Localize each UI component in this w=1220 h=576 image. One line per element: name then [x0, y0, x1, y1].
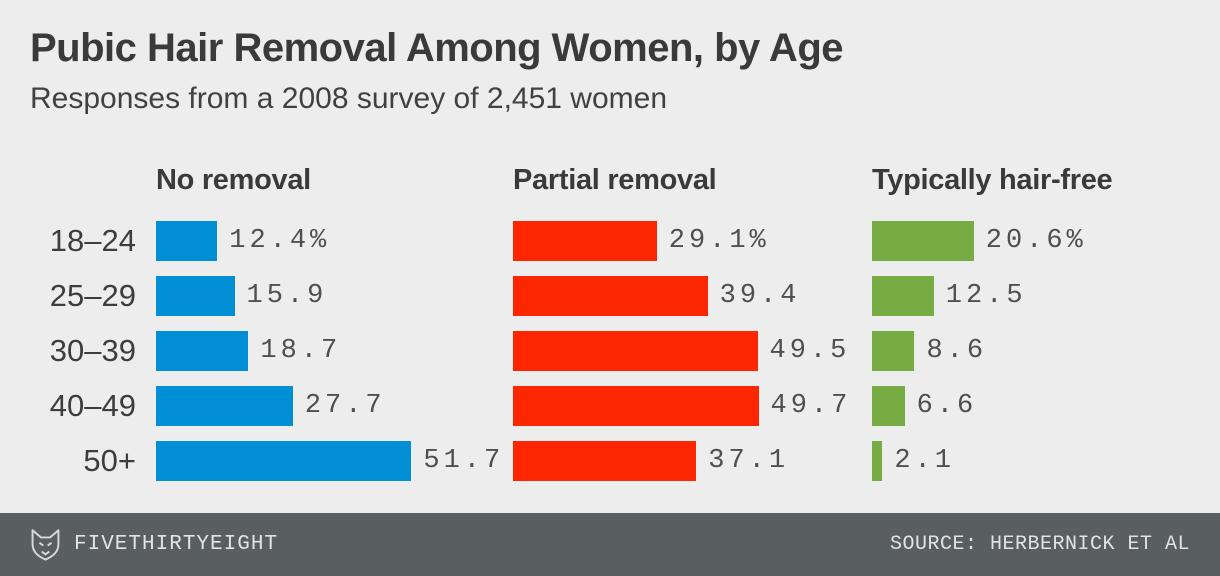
- bar-chart: No removal Partial removal Typically hai…: [30, 164, 1220, 481]
- bar-cell: 18.7: [156, 331, 513, 371]
- bar-value-label: 51.7: [423, 446, 505, 476]
- bar-value-label: 8.6: [926, 336, 988, 366]
- column-header-row: No removal Partial removal Typically hai…: [30, 164, 1220, 197]
- bar: [513, 331, 758, 371]
- bar-value-label: 6.6: [916, 391, 978, 421]
- age-label: 40–49: [49, 388, 136, 423]
- age-label: 50+: [83, 443, 136, 478]
- bar-value-label: 49.7: [770, 391, 852, 421]
- bar: [513, 221, 657, 261]
- bar: [156, 276, 235, 316]
- brand-name: FIVETHIRTYEIGHT: [74, 533, 279, 556]
- page-title: Pubic Hair Removal Among Women, by Age: [30, 26, 844, 70]
- bar: [156, 221, 218, 261]
- bar-value-label: 2.1: [894, 446, 955, 476]
- bar-value-label: 12.5: [945, 281, 1027, 311]
- bar: [156, 386, 293, 426]
- bar-value-label: 27.7: [304, 391, 386, 421]
- page-subtitle: Responses from a 2008 survey of 2,451 wo…: [30, 82, 668, 115]
- bar-cell: 15.9: [156, 276, 513, 316]
- bar-cell: 51.7: [156, 441, 513, 481]
- age-label: 30–39: [49, 333, 136, 368]
- bar-cell: 27.7: [156, 386, 513, 426]
- bar-cell: 49.7: [513, 386, 872, 426]
- footer-bar: FIVETHIRTYEIGHT SOURCE: HERBERNICK ET AL: [0, 513, 1220, 576]
- bar: [872, 386, 905, 426]
- bar: [513, 276, 708, 316]
- chart-row: 30–39 18.7 49.5 8.6: [30, 331, 1220, 371]
- bar: [872, 276, 934, 316]
- column-header-no-removal: No removal: [156, 164, 311, 196]
- bar-value-label: 39.4: [719, 281, 801, 311]
- bar: [872, 331, 915, 371]
- bar-cell: 20.6%: [872, 221, 1220, 261]
- bar-cell: 8.6: [872, 331, 1220, 371]
- bar: [872, 441, 883, 481]
- bar-cell: 29.1%: [513, 221, 872, 261]
- bar-value-label: 49.5: [769, 336, 851, 366]
- bar-value-label: 15.9: [246, 281, 328, 311]
- chart-rows: 18–24 12.4% 29.1% 20.6% 25–29 15.9 39.4 12.5 30–…: [30, 221, 1220, 481]
- bar-cell: 6.6: [872, 386, 1220, 426]
- bar: [872, 221, 974, 261]
- brand-lockup: FIVETHIRTYEIGHT: [30, 528, 278, 562]
- chart-row: 40–49 27.7 49.7 6.6: [30, 386, 1220, 426]
- bar-value-label: 18.7: [260, 336, 342, 366]
- bar: [156, 441, 412, 481]
- bar-value-label: 29.1%: [668, 226, 770, 256]
- bar-cell: 49.5: [513, 331, 872, 371]
- bar-cell: 37.1: [513, 441, 872, 481]
- bar: [156, 331, 249, 371]
- age-label: 18–24: [49, 223, 136, 258]
- bar-cell: 2.1: [872, 441, 1220, 481]
- bar: [513, 441, 697, 481]
- age-label: 25–29: [49, 278, 136, 313]
- column-header-partial-removal: Partial removal: [513, 164, 717, 196]
- bar: [513, 386, 759, 426]
- bar-value-label: 20.6%: [985, 226, 1087, 256]
- chart-row: 18–24 12.4% 29.1% 20.6%: [30, 221, 1220, 261]
- bar-cell: 39.4: [513, 276, 872, 316]
- bar-cell: 12.5: [872, 276, 1220, 316]
- source-credit: SOURCE: HERBERNICK ET AL: [889, 533, 1190, 556]
- column-header-typically-hair-free: Typically hair-free: [872, 164, 1113, 196]
- chart-row: 25–29 15.9 39.4 12.5: [30, 276, 1220, 316]
- bar-value-label: 37.1: [708, 446, 790, 476]
- fox-logo-icon: [31, 528, 60, 561]
- bar-cell: 12.4%: [156, 221, 513, 261]
- chart-row: 50+ 51.7 37.1 2.1: [30, 441, 1220, 481]
- bar-value-label: 12.4%: [229, 226, 331, 256]
